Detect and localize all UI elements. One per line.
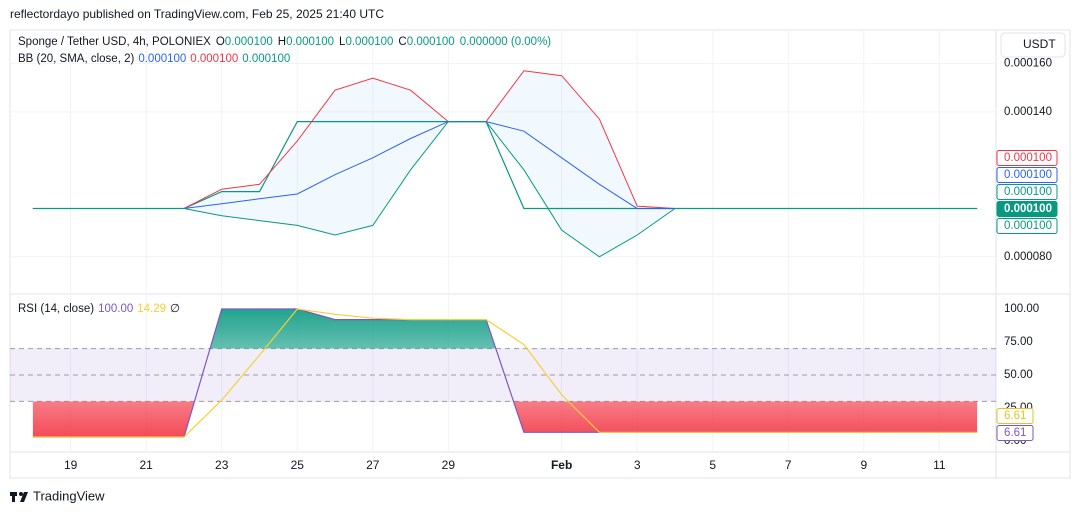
ohlc-value: 0.000100 (286, 36, 334, 48)
band-fill (32, 70, 978, 257)
plot-layer: 19 21 23 25 27 29 Feb 3 5 7 9 11 0.000160 0.000140 0.0… (10, 31, 1052, 472)
currency-label: USDT (1023, 37, 1056, 51)
rsi-label: RSI (14, close) (18, 303, 94, 315)
ohlc-key: H (278, 36, 286, 48)
price-badge-label: 0.000100 (1004, 169, 1052, 181)
bb-value: 0.000100 (242, 53, 290, 65)
rsi-badge (996, 425, 1034, 441)
price-badge (996, 184, 1058, 200)
bollinger-line (32, 121, 978, 258)
y-tick-label: 0.000080 (1004, 251, 1052, 263)
x-tick-label: Feb (551, 458, 572, 472)
brand-logo (10, 492, 28, 502)
x-tick-label: 5 (709, 458, 716, 472)
x-tick-label: 23 (215, 458, 229, 472)
legend-layer: Sponge / Tether USD, 4h, POLONIEX O 0.0001… (18, 36, 1058, 441)
x-tick-label: 25 (291, 458, 305, 472)
price-badge (996, 150, 1058, 166)
ohlc-value: 0.000100 (345, 36, 393, 48)
bb-value: 0.000100 (138, 53, 186, 65)
y-tick-label: 50.00 (1004, 369, 1033, 381)
currency-button[interactable] (1000, 32, 1066, 58)
brand-name: TradingView (33, 488, 105, 503)
y-tick-label: 75.00 (1004, 336, 1033, 348)
x-tick-label: 3 (634, 458, 641, 472)
oversold-fill (32, 401, 978, 437)
price-badge-label: 0.000100 (1004, 203, 1052, 215)
price-badge (996, 167, 1058, 183)
rsi-badge (996, 408, 1034, 424)
price-badge (996, 201, 1058, 217)
bb-label: BB (20, SMA, close, 2) (18, 53, 134, 65)
x-tick-label: 21 (140, 458, 154, 472)
symbol-label: Sponge / Tether USD, 4h, POLONIEX (18, 36, 211, 48)
rsi-value: ∅ (170, 303, 180, 315)
rsi-ma-line (32, 308, 978, 438)
ohlc-key: L (339, 36, 346, 48)
x-tick-label: 29 (442, 458, 456, 472)
rsi-badge-label: 6.61 (1004, 410, 1026, 422)
y-tick-label: 100.00 (1004, 303, 1039, 315)
published-line: reflectordayo published on TradingView.c… (10, 7, 384, 21)
x-tick-label: 27 (366, 458, 380, 472)
ohlc-value: 0.000100 (407, 36, 455, 48)
x-tick-label: 19 (64, 458, 78, 472)
change-value: 0.000000 (0.00%) (460, 36, 552, 48)
x-tick-label: 11 (933, 458, 946, 472)
x-tick-label: 7 (785, 458, 792, 472)
ohlc-value: 0.000100 (225, 36, 273, 48)
y-tick-label: 0.000160 (1004, 58, 1052, 70)
rsi-badge-label: 6.61 (1004, 427, 1026, 439)
price-badge-label: 0.000100 (1004, 220, 1052, 232)
price-badge-label: 0.000100 (1004, 186, 1052, 198)
bb-value: 0.000100 (190, 53, 238, 65)
ohlc-key: C (398, 36, 406, 48)
overbought-fill (210, 309, 496, 349)
rsi-value: 14.29 (137, 303, 166, 315)
chart-frame (9, 29, 1071, 479)
price-badge (996, 218, 1058, 234)
ohlc-key: O (216, 36, 225, 48)
rsi-value: 100.00 (98, 303, 133, 315)
price-badge-label: 0.000100 (1004, 152, 1052, 164)
x-tick-label: 9 (860, 458, 867, 472)
y-tick-label: 0.000140 (1004, 106, 1052, 118)
